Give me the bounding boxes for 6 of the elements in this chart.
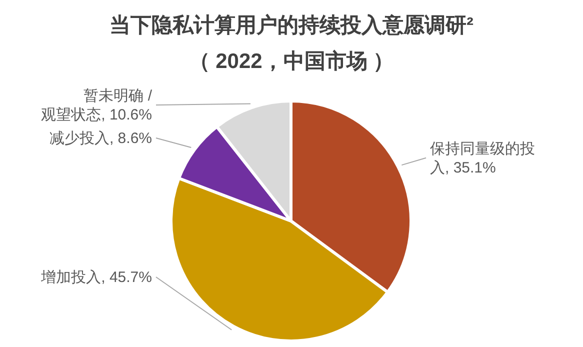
- chart-title: 当下隐私计算用户的持续投入意愿调研²: [110, 13, 474, 37]
- slice-label: 保持同量级的投入, 35.1%: [430, 140, 535, 176]
- slice-label: 暂未明确 / 观望状态, 10.6%: [41, 88, 153, 124]
- slice-label: 增加投入, 45.7%: [40, 269, 152, 286]
- slice-label: 减少投入, 8.6%: [49, 130, 152, 147]
- chart-subtitle: （ 2022，中国市场 ）: [188, 49, 394, 73]
